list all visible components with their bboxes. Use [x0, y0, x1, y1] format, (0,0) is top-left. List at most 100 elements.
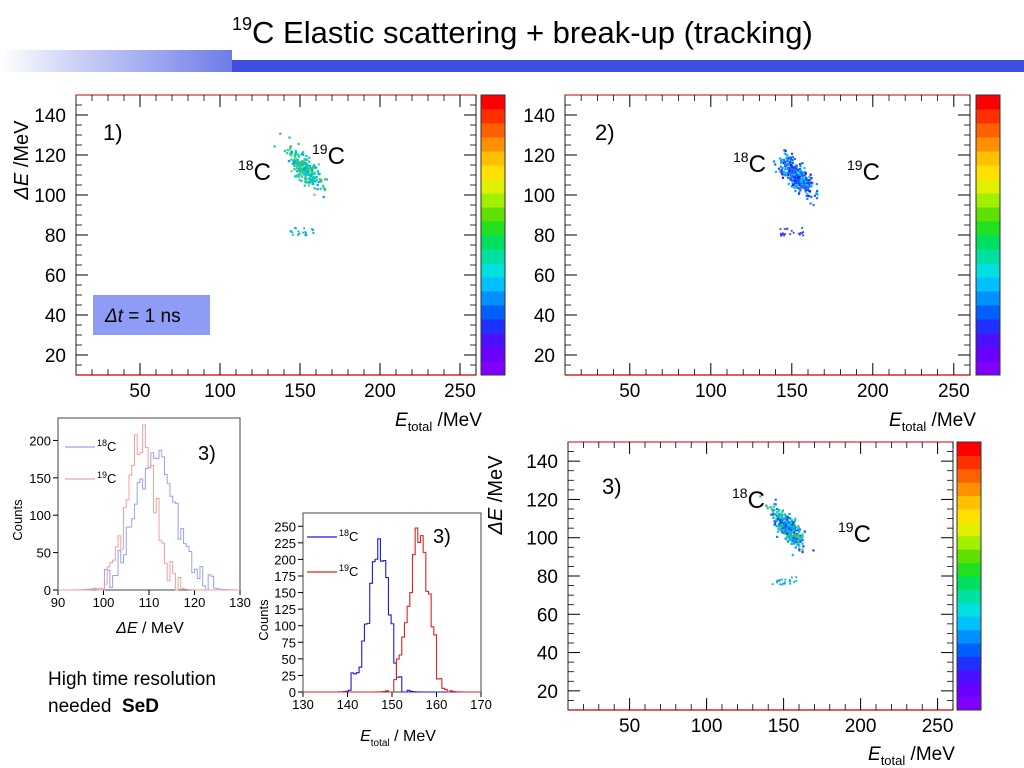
scatter-point [777, 525, 781, 528]
colorbar-cell [481, 123, 505, 138]
scatter-point [798, 548, 801, 551]
y-tick-label: 140 [526, 452, 558, 473]
scatter-point [798, 167, 802, 171]
colorbar-cell [481, 235, 505, 250]
scatter-point [782, 173, 785, 176]
scatter-point [781, 176, 785, 179]
scatter-point [775, 525, 778, 528]
scatter-point [790, 526, 793, 529]
scatter-point [790, 531, 793, 534]
scatter-point [305, 154, 308, 158]
colorbar-cell [976, 151, 1000, 166]
scatter-point [801, 542, 804, 545]
scatter-point [310, 169, 314, 172]
x-tick-label: 200 [364, 381, 396, 402]
scatter-point [784, 516, 787, 519]
scatter-point [308, 156, 311, 159]
x-tick-label: 50 [129, 381, 150, 402]
scatter-point [792, 531, 796, 535]
colorbar-cell [957, 482, 981, 497]
scatter-point [796, 534, 800, 537]
scatter-point [796, 180, 799, 183]
scatter-point [310, 170, 314, 173]
colorbar-cell [481, 207, 505, 222]
x-axis-title-main: ΔE [115, 620, 138, 637]
scatter-point [795, 186, 798, 189]
scatter-point [793, 170, 796, 173]
scatter-point [783, 532, 786, 535]
colorbar-cell [481, 165, 505, 180]
scatter-point [800, 180, 803, 183]
x-axis-title-sub: total [408, 419, 433, 434]
scatter-point [774, 163, 777, 166]
scatter-point [794, 180, 797, 183]
scatter-point [303, 162, 306, 166]
scatter-point [300, 179, 303, 183]
scatter-point [803, 166, 806, 170]
scatter-point [299, 169, 302, 172]
scatter-point [311, 178, 314, 181]
scatter-point [793, 527, 796, 530]
scatter-point [791, 523, 794, 526]
scatter-point [293, 168, 296, 171]
scatter-point [772, 516, 775, 519]
scatter-point [778, 515, 781, 519]
scatter-point [292, 159, 295, 162]
y-tick-label: 20 [537, 682, 558, 703]
legend-label: 19C [97, 470, 116, 486]
scatter-point [790, 185, 793, 188]
legend-symbol: C [349, 564, 358, 579]
scatter-point [789, 156, 792, 159]
scatter-point [798, 549, 801, 552]
colorbar-cell [957, 509, 981, 523]
y-tick-label: 120 [34, 146, 66, 167]
scatter-point [781, 159, 784, 162]
scatter-point [322, 187, 326, 190]
colorbar-frame [975, 94, 1001, 376]
scatter-point [794, 168, 797, 171]
x-tick-label: 130 [229, 595, 251, 610]
scatter-point [294, 151, 298, 154]
scatter-point [765, 504, 768, 507]
scatter-point [791, 554, 794, 557]
y-tick-label: 175 [274, 569, 296, 584]
colorbar-cell [957, 576, 981, 590]
legend-label: 18C [97, 438, 116, 454]
scatter-point [298, 169, 301, 172]
y-axis-title-main: ΔE [11, 172, 33, 200]
scatter-point [293, 175, 297, 178]
legend-mass: 19 [339, 563, 349, 573]
colorbar-cell [976, 347, 1000, 362]
colorbar-cell [957, 616, 981, 631]
scatter-point [787, 161, 790, 164]
scatter-point [801, 538, 804, 542]
scatter-point [790, 152, 794, 155]
scatter-point [303, 158, 306, 161]
scatter-point [299, 172, 303, 175]
scatter-point [780, 171, 783, 174]
colorbar-cell [957, 495, 981, 510]
scatter-point [288, 153, 292, 156]
scatter-point [297, 155, 301, 158]
scatter-point [309, 173, 312, 176]
scatter-point [780, 515, 784, 518]
scatter-point [815, 183, 818, 186]
x-axis-title: Etotal /MeV [889, 410, 976, 434]
y-tick-label: 140 [34, 106, 66, 127]
scatter-point [783, 530, 786, 533]
scatter-point [766, 506, 769, 510]
x-tick-label: 200 [857, 381, 889, 402]
scatter-point [806, 187, 809, 190]
colorbar-cell [976, 165, 1000, 180]
y-tick-label: 80 [537, 567, 558, 588]
scatter-point [798, 528, 802, 531]
scatter-point [312, 183, 315, 186]
scatter-point [788, 512, 791, 516]
scatter-point [325, 178, 329, 181]
scatter-point [807, 182, 810, 186]
scatter-point [792, 177, 795, 181]
scatter-point [788, 170, 792, 174]
